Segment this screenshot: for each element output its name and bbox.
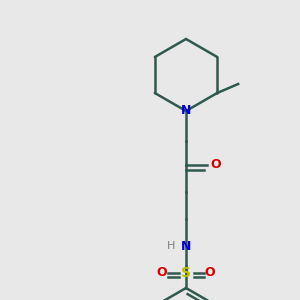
Text: O: O xyxy=(205,266,215,280)
Text: H: H xyxy=(167,241,176,251)
Text: S: S xyxy=(181,266,191,280)
Text: O: O xyxy=(157,266,167,280)
Text: O: O xyxy=(211,158,221,172)
Text: N: N xyxy=(181,104,191,118)
Text: N: N xyxy=(181,239,191,253)
